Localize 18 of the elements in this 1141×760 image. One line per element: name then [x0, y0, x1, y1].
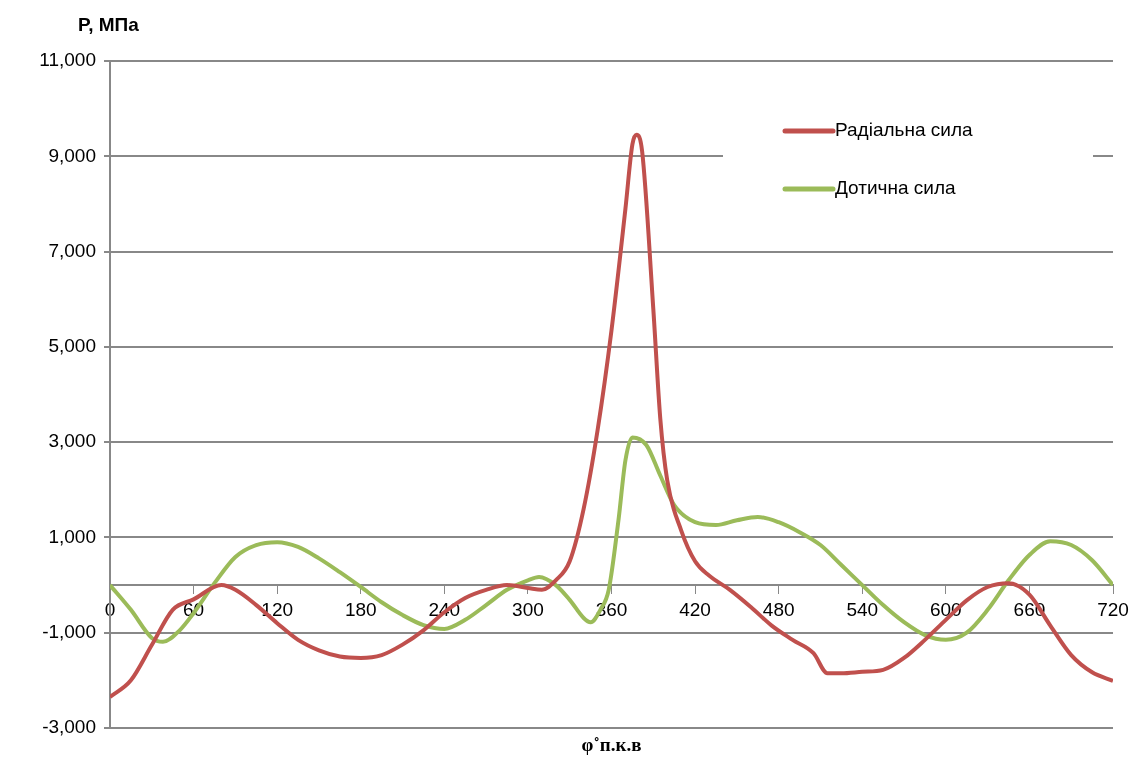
y-tick-label: -1,000 [42, 620, 96, 642]
y-tick-label: 3,000 [48, 430, 96, 452]
y-tick-label: 11,000 [39, 49, 96, 71]
y-tick-label: 9,000 [48, 144, 96, 166]
legend-label: Дотична сила [835, 177, 956, 199]
x-tick-label: 540 [846, 598, 879, 620]
x-tick-label: 180 [344, 598, 377, 620]
y-tick-label: 5,000 [48, 335, 96, 357]
x-axis-title: φ˚п.к.в [581, 733, 642, 755]
x-tick-label: 420 [679, 598, 711, 620]
legend-label: Радіальна сила [835, 119, 974, 141]
x-tick-label: 480 [762, 598, 795, 620]
y-axis-title: P, МПа [78, 14, 140, 36]
y-tick-label: 1,000 [48, 525, 96, 547]
x-tick-label: 300 [512, 598, 544, 620]
y-tick-label: 7,000 [48, 239, 96, 261]
y-tick-label: -3,000 [42, 716, 96, 738]
x-tick-label: 720 [1097, 598, 1129, 620]
